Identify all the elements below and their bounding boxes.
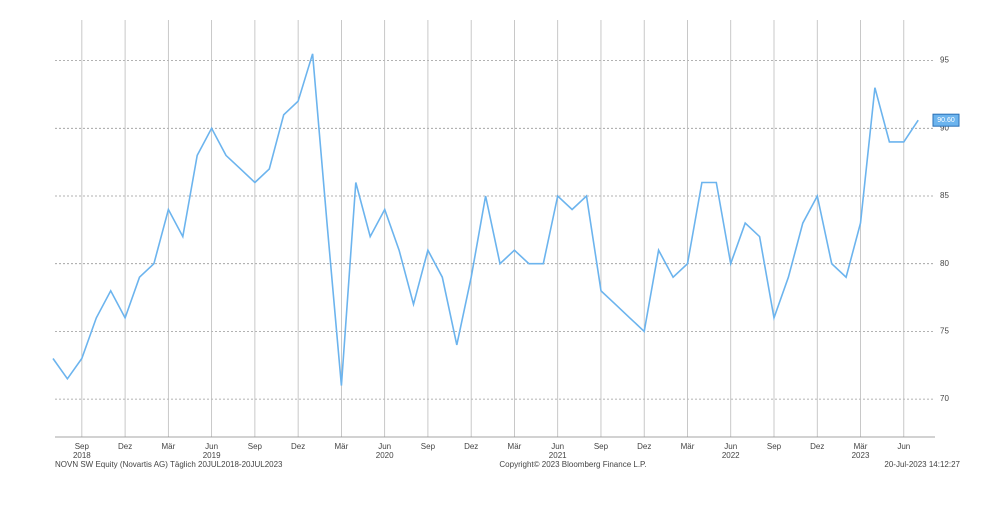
x-tick-label: Jun bbox=[551, 442, 564, 451]
x-tick-label: Sep bbox=[248, 442, 263, 451]
year-label: 2019 bbox=[203, 451, 221, 460]
x-tick-label: Dez bbox=[464, 442, 478, 451]
year-label: 2021 bbox=[549, 451, 567, 460]
footer-right: 20-Jul-2023 14:12:27 bbox=[884, 460, 960, 469]
x-tick-label: Sep bbox=[75, 442, 90, 451]
y-tick-label: 80 bbox=[940, 259, 949, 268]
x-tick-label: Dez bbox=[637, 442, 651, 451]
x-tick-label: Mär bbox=[854, 442, 868, 451]
x-tick-label: Sep bbox=[421, 442, 436, 451]
x-tick-label: Jun bbox=[205, 442, 218, 451]
x-tick-label: Mär bbox=[161, 442, 175, 451]
x-tick-label: Jun bbox=[378, 442, 391, 451]
y-tick-label: 75 bbox=[940, 327, 949, 336]
last-value-label: 90.60 bbox=[937, 117, 955, 124]
x-tick-label: Jun bbox=[724, 442, 737, 451]
x-tick-label: Mär bbox=[681, 442, 695, 451]
x-tick-label: Sep bbox=[594, 442, 609, 451]
year-label: 2023 bbox=[852, 451, 870, 460]
footer-left: NOVN SW Equity (Novartis AG) Täglich 20J… bbox=[55, 460, 283, 469]
y-tick-label: 90 bbox=[940, 123, 949, 132]
x-tick-label: Dez bbox=[810, 442, 824, 451]
x-tick-label: Dez bbox=[291, 442, 305, 451]
last-value-box bbox=[932, 113, 960, 127]
y-tick-label: 85 bbox=[940, 191, 949, 200]
year-label: 2018 bbox=[73, 451, 91, 460]
x-tick-label: Sep bbox=[767, 442, 782, 451]
y-tick-label: 70 bbox=[940, 394, 949, 403]
x-tick-label: Jun bbox=[897, 442, 910, 451]
x-tick-label: Mär bbox=[508, 442, 522, 451]
price-line bbox=[52, 53, 919, 386]
year-label: 2020 bbox=[376, 451, 394, 460]
x-tick-label: Dez bbox=[118, 442, 132, 451]
x-tick-label: Mär bbox=[335, 442, 349, 451]
footer-center: Copyright© 2023 Bloomberg Finance L.P. bbox=[499, 460, 646, 469]
y-tick-label: 95 bbox=[940, 56, 949, 65]
year-label: 2022 bbox=[722, 451, 740, 460]
